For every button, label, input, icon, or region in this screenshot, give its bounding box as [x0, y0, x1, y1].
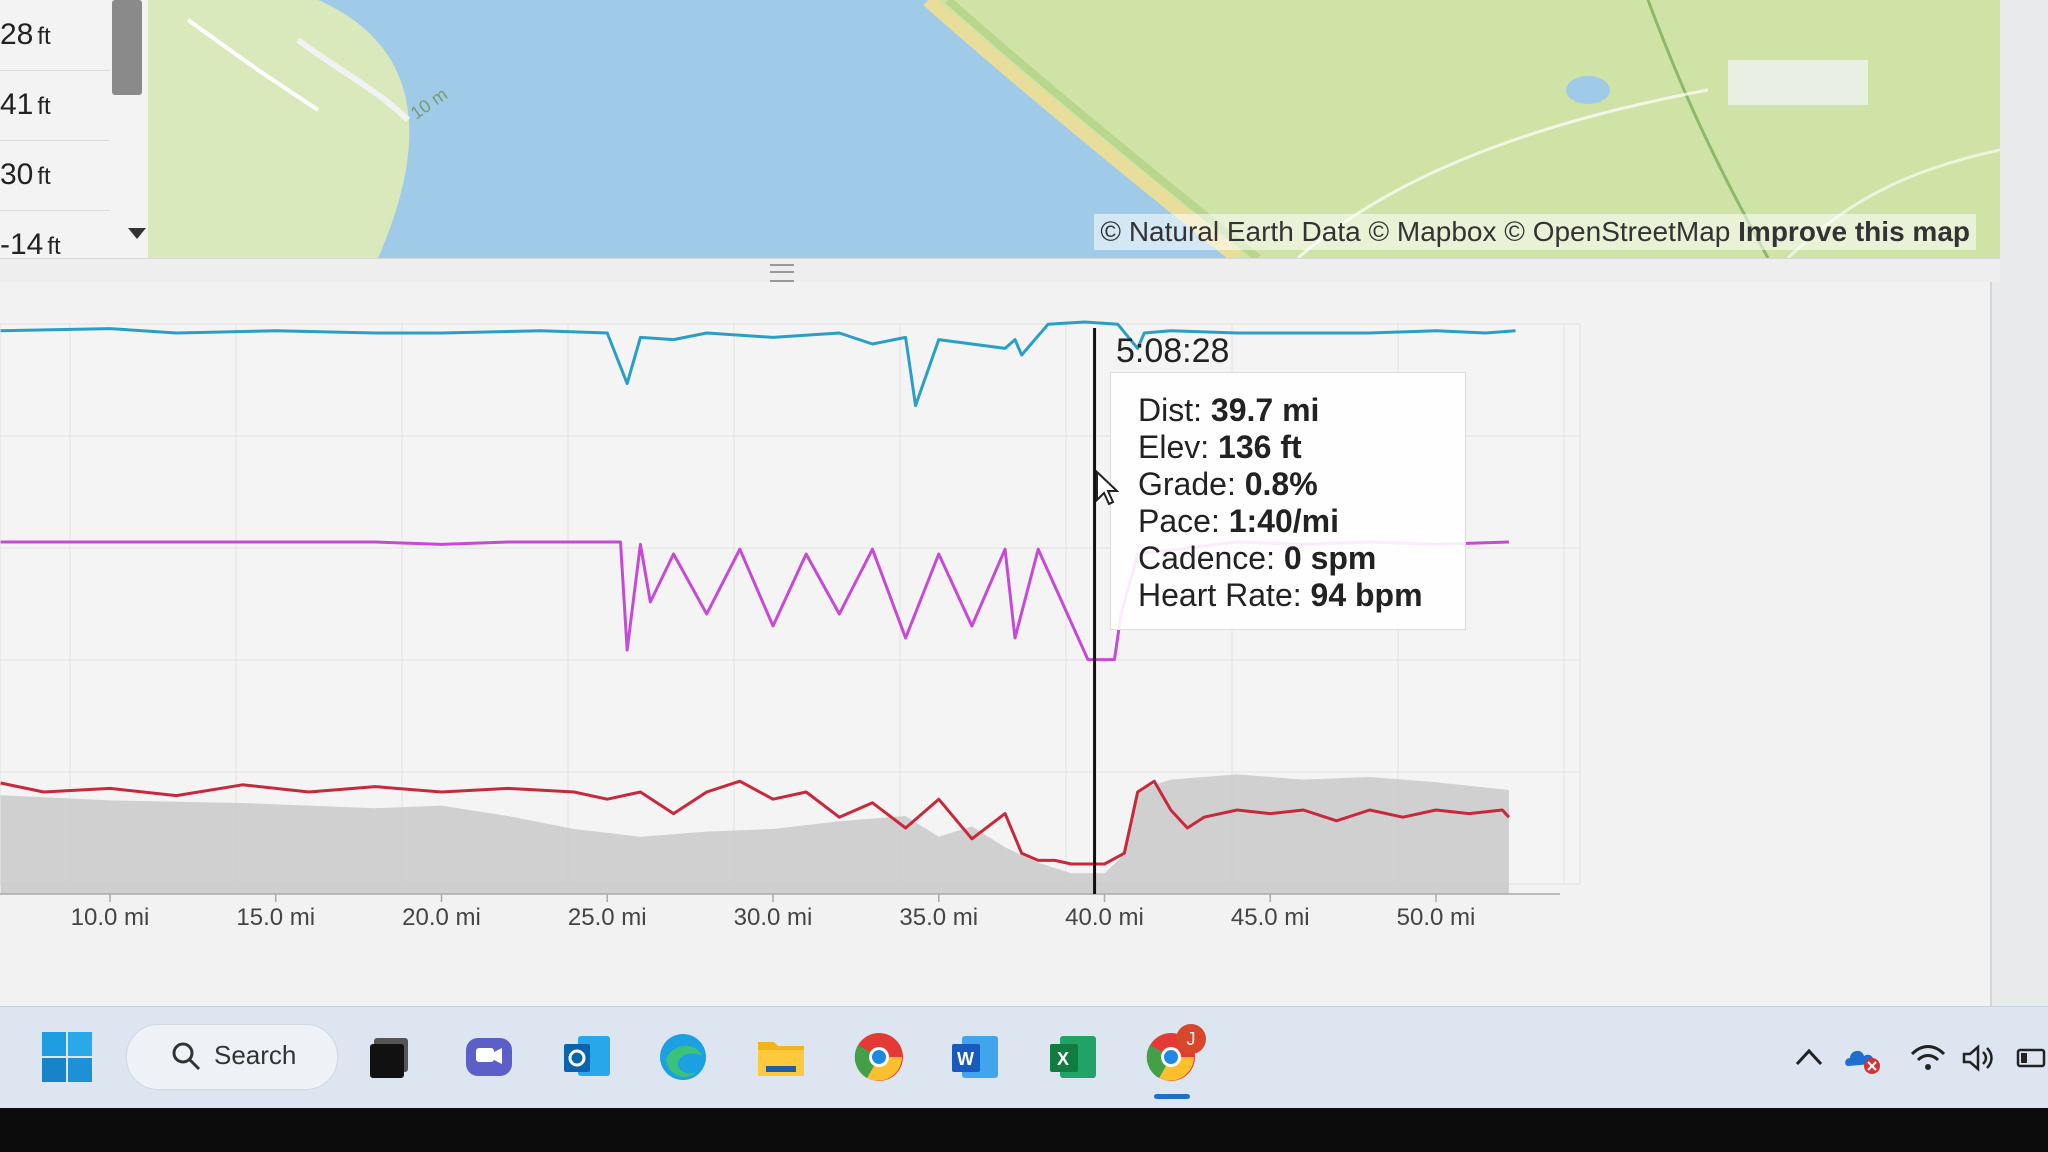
legend-value: 28: [0, 18, 34, 51]
tooltip-row-cadence: Cadence: 0 spm: [1138, 540, 1376, 577]
tooltip-row-grade: Grade: 0.8%: [1138, 466, 1318, 503]
word-icon[interactable]: W: [948, 1030, 1002, 1084]
x-tick-label: 35.0 mi: [899, 904, 979, 931]
legend-unit: ft: [37, 93, 51, 120]
excel-icon[interactable]: X: [1046, 1030, 1100, 1084]
chevron-up-icon[interactable]: [1794, 1046, 1824, 1068]
tooltip-row-dist: Dist: 39.7 mi: [1138, 392, 1319, 429]
outlook-icon[interactable]: [560, 1030, 614, 1084]
series-line: [0, 779, 1511, 866]
improve-map-link[interactable]: Improve this map: [1738, 216, 1970, 247]
legend-unit: ft: [47, 233, 61, 260]
tooltip-label: Dist:: [1138, 392, 1202, 428]
task-view-icon[interactable]: [364, 1030, 418, 1084]
elevation-legend: 28 ft 41 ft 30 ft -14 ft: [0, 0, 148, 261]
tooltip-value: 1:40/mi: [1228, 503, 1339, 539]
search-icon: [172, 1042, 201, 1071]
tooltip-value: 136 ft: [1218, 429, 1302, 465]
route-map[interactable]: 10 m © Natural Earth Data © Mapbox © Ope…: [148, 0, 2000, 258]
tooltip-row-elev: Elev: 136 ft: [1138, 429, 1302, 466]
legend-row: 28 ft: [0, 0, 110, 71]
legend-value: 41: [0, 88, 34, 121]
onedrive-error-icon[interactable]: [1842, 1040, 1882, 1076]
mouse-pointer-icon: [1096, 470, 1119, 506]
tooltip-row-heart-rate: Heart Rate: 94 bpm: [1138, 577, 1423, 614]
activity-chart-panel[interactable]: [0, 282, 1992, 1006]
series-line: [0, 320, 1516, 408]
elevation-area: [0, 774, 1509, 894]
attribution-text[interactable]: © Natural Earth Data © Mapbox © OpenStre…: [1100, 216, 1731, 247]
x-tick-label: 25.0 mi: [567, 904, 647, 931]
tooltip-value: 94 bpm: [1310, 577, 1423, 613]
x-tick-label: 15.0 mi: [236, 904, 316, 931]
panel-splitter[interactable]: [0, 258, 2000, 283]
x-tick-label: 20.0 mi: [402, 904, 481, 931]
volume-icon[interactable]: [1962, 1044, 1994, 1072]
taskbar-search-box[interactable]: [126, 1024, 338, 1090]
file-explorer-icon[interactable]: [754, 1030, 808, 1084]
chrome-icon[interactable]: [852, 1030, 906, 1084]
svg-text:W: W: [957, 1049, 974, 1069]
legend-unit: ft: [37, 23, 51, 50]
tooltip-value: 0 spm: [1283, 540, 1377, 576]
svg-text:X: X: [1057, 1049, 1069, 1069]
scroll-down-icon[interactable]: [128, 228, 146, 239]
screen-bezel: [0, 1108, 2048, 1152]
legend-scrollbar[interactable]: [112, 0, 142, 95]
tooltip-value: 39.7 mi: [1210, 392, 1320, 428]
drag-handle-icon[interactable]: [770, 264, 794, 282]
x-tick-label: 45.0 mi: [1230, 904, 1310, 931]
x-tick-label: 10.0 mi: [70, 904, 150, 931]
notification-badge: J: [1176, 1024, 1206, 1054]
edge-icon[interactable]: [656, 1030, 710, 1084]
legend-value: 30: [0, 158, 34, 191]
tooltip-label: Elev:: [1138, 429, 1210, 465]
x-tick-label: 50.0 mi: [1396, 904, 1476, 931]
activity-chart[interactable]: [0, 282, 1990, 1006]
chart-tooltip: [1110, 372, 1466, 630]
legend-unit: ft: [37, 163, 51, 190]
tooltip-label: Pace:: [1138, 503, 1220, 539]
tooltip-label: Heart Rate:: [1138, 577, 1302, 613]
wifi-icon[interactable]: [1910, 1044, 1946, 1072]
start-icon[interactable]: [40, 1030, 94, 1084]
teams-icon[interactable]: [462, 1030, 516, 1084]
x-tick-label: 40.0 mi: [1065, 904, 1144, 931]
windows-taskbar: [0, 1006, 2048, 1109]
map-attribution: © Natural Earth Data © Mapbox © OpenStre…: [1094, 214, 1976, 250]
tooltip-time: 5:08:28: [1116, 332, 1230, 370]
tooltip-label: Cadence:: [1138, 540, 1275, 576]
legend-row: -14 ft: [0, 210, 110, 280]
tooltip-row-pace: Pace: 1:40/mi: [1138, 503, 1339, 540]
legend-value: -14: [0, 228, 44, 261]
x-tick-label: 30.0 mi: [733, 904, 813, 931]
search-label: Search: [214, 1040, 297, 1070]
tooltip-label: Grade:: [1138, 466, 1236, 502]
legend-row: 30 ft: [0, 140, 110, 211]
battery-icon[interactable]: [2016, 1046, 2046, 1070]
tooltip-value: 0.8%: [1244, 466, 1318, 502]
active-app-indicator: [1154, 1094, 1190, 1099]
legend-row: 41 ft: [0, 70, 110, 141]
